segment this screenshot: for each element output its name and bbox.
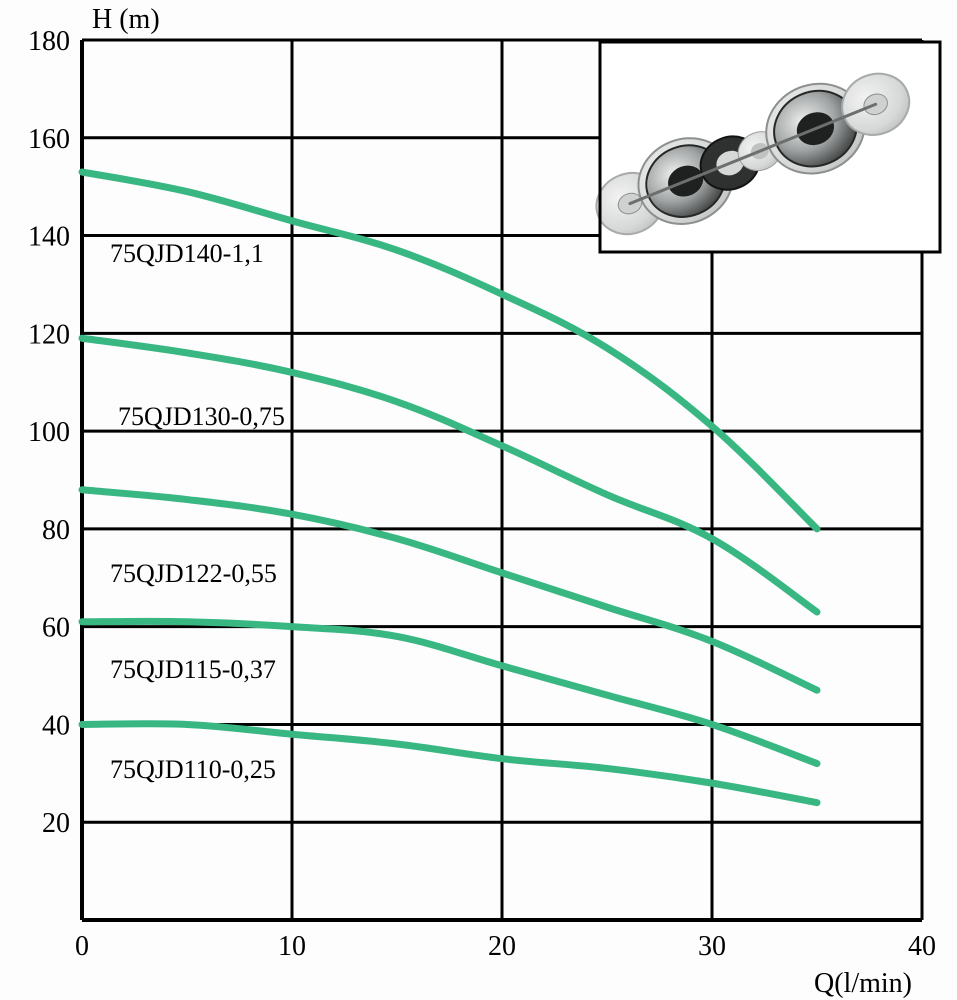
y-axis-title: H (m) (92, 4, 160, 35)
y-tick-label: 60 (42, 613, 70, 644)
series-label: 75QJD130-0,75 (118, 402, 285, 431)
x-tick-label: 10 (278, 931, 306, 962)
series-label: 75QJD140-1,1 (110, 239, 264, 268)
x-axis-title: Q(l/min) (814, 968, 912, 999)
x-tick-label: 0 (75, 931, 89, 962)
x-tick-label: 20 (488, 931, 516, 962)
series-label: 75QJD115-0,37 (110, 655, 276, 684)
y-tick-label: 100 (28, 417, 70, 448)
x-tick-label: 40 (908, 931, 936, 962)
y-tick-label: 140 (28, 222, 70, 253)
y-tick-label: 80 (42, 515, 70, 546)
series-label: 75QJD110-0,25 (110, 755, 276, 784)
y-tick-label: 40 (42, 710, 70, 741)
y-tick-label: 180 (28, 26, 70, 57)
y-tick-label: 160 (28, 124, 70, 155)
x-tick-label: 30 (698, 931, 726, 962)
series-label: 75QJD122-0,55 (110, 559, 277, 588)
y-tick-label: 20 (42, 808, 70, 839)
inset-pump-image (587, 42, 940, 252)
pump-curve-chart: 0 10 20 30 40 20 40 60 80 100 120 140 160 180 H (m) Q(l… (0, 0, 957, 1000)
chart-container: 0 10 20 30 40 20 40 60 80 100 120 140 160 180 H (m) Q(l… (0, 0, 957, 1000)
y-tick-label: 120 (28, 319, 70, 350)
